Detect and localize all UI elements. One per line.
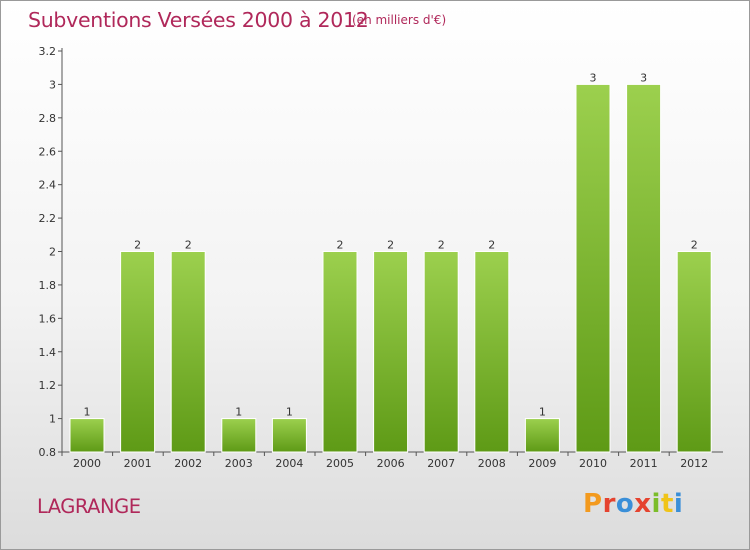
y-tick-label: 1.4: [39, 346, 57, 359]
bar-2009[interactable]: [524, 418, 560, 453]
x-tick-label: 2008: [478, 457, 506, 470]
y-tick-label: 1: [49, 413, 56, 426]
x-tick-label: 2010: [579, 457, 607, 470]
chart-unit-label: (en milliers d'€): [352, 13, 447, 27]
y-tick-label: 3.2: [39, 45, 57, 58]
x-tick-label: 2009: [528, 457, 556, 470]
y-tick-label: 2.6: [39, 145, 57, 158]
bar-2003[interactable]: [221, 418, 257, 453]
x-tick-label: 2002: [174, 457, 202, 470]
chart-title: Subventions Versées 2000 à 2012: [28, 8, 369, 32]
bar-value-label: 1: [84, 406, 91, 419]
bar-2006[interactable]: [373, 251, 409, 453]
y-tick-label: 1.2: [39, 379, 57, 392]
y-tick-label: 1.8: [39, 279, 57, 292]
bar-value-label: 1: [235, 406, 242, 419]
commune-name: LAGRANGE: [37, 495, 141, 518]
bar-2005[interactable]: [322, 251, 358, 453]
proxiti-logo[interactable]: Proxiti: [583, 489, 684, 519]
y-tick-label: 3: [49, 78, 56, 91]
x-tick-label: 2005: [326, 457, 354, 470]
bar-2002[interactable]: [170, 251, 206, 453]
bar-value-label: 1: [539, 406, 546, 419]
x-tick-label: 2004: [275, 457, 303, 470]
bar-value-label: 2: [134, 239, 141, 252]
bar-value-label: 2: [691, 239, 698, 252]
bar-2000[interactable]: [69, 418, 105, 453]
x-tick-label: 2001: [124, 457, 152, 470]
bar-2012[interactable]: [676, 251, 712, 453]
bar-2001[interactable]: [120, 251, 156, 453]
bar-value-label: 1: [286, 406, 293, 419]
bar-2010[interactable]: [575, 83, 611, 453]
y-tick-label: 2.4: [39, 179, 57, 192]
x-tick-label: 2000: [73, 457, 101, 470]
bar-value-label: 2: [387, 239, 394, 252]
bar-value-label: 3: [640, 71, 647, 84]
bar-2007[interactable]: [423, 251, 459, 453]
bar-value-label: 2: [185, 239, 192, 252]
y-tick-label: 2.2: [39, 212, 57, 225]
x-tick-label: 2003: [225, 457, 253, 470]
bar-value-label: 2: [337, 239, 344, 252]
x-tick-label: 2007: [427, 457, 455, 470]
bar-2008[interactable]: [474, 251, 510, 453]
y-tick-label: 1.6: [39, 312, 57, 325]
x-tick-label: 2012: [680, 457, 708, 470]
y-tick-label: 2.8: [39, 112, 57, 125]
y-tick-label: 2: [49, 246, 56, 259]
y-tick-label: 0.8: [39, 446, 57, 459]
bar-value-label: 2: [488, 239, 495, 252]
x-tick-label: 2006: [377, 457, 405, 470]
bar-value-label: 3: [590, 71, 597, 84]
bar-value-label: 2: [438, 239, 445, 252]
x-tick-label: 2011: [630, 457, 658, 470]
bar-2004[interactable]: [271, 418, 307, 453]
bar-2011[interactable]: [626, 83, 662, 453]
